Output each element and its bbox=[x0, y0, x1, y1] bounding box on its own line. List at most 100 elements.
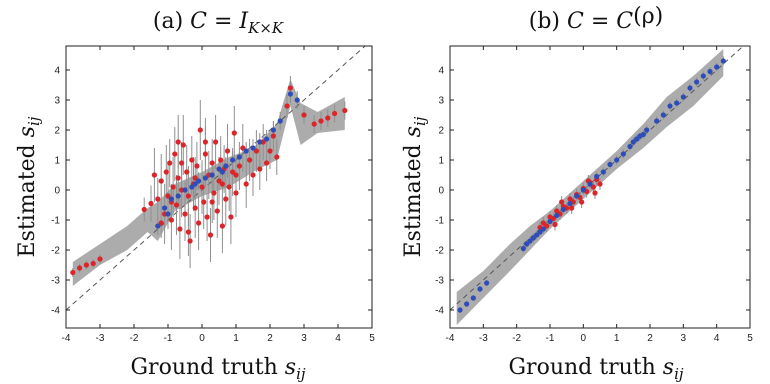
panel-a-point-red-40 bbox=[213, 139, 219, 145]
panel-b-point-blue-31 bbox=[660, 112, 666, 118]
panel-a-point-red-34 bbox=[202, 151, 208, 157]
panel-a-point-blue-10 bbox=[223, 163, 229, 169]
panel-b-point-blue-20 bbox=[600, 169, 606, 175]
panel-a-point-red-32 bbox=[199, 184, 205, 190]
panel-a-title: (a) C = IK×K bbox=[153, 9, 284, 37]
panel-a-point-blue-3 bbox=[175, 193, 181, 199]
panel-b-point-red-5 bbox=[554, 208, 560, 214]
panel-b-point-blue-35 bbox=[687, 85, 693, 91]
panel-b-identity-line bbox=[450, 46, 744, 311]
panel-b-point-red-23 bbox=[579, 199, 585, 205]
panel-a-point-red-2 bbox=[83, 262, 89, 268]
panel-a-ytick-label-4: 0 bbox=[54, 186, 60, 197]
panel-b-ylabel: Estimated sij bbox=[401, 116, 429, 257]
panel-a-ytick-label-2: -2 bbox=[51, 246, 60, 257]
panel-a-ytick-label-0: -4 bbox=[51, 306, 60, 317]
panel-b-ytick-label-7: 3 bbox=[438, 96, 444, 107]
panel-a-point-blue-21 bbox=[165, 211, 171, 217]
panel-a-xtick-label-5: 1 bbox=[233, 333, 239, 344]
panel-b-ytick-label-2: -2 bbox=[435, 246, 444, 257]
panel-a-point-blue-14 bbox=[250, 145, 256, 151]
panel-a-point-red-51 bbox=[231, 130, 237, 136]
panel-a-point-red-74 bbox=[175, 139, 181, 145]
panel-b-plot-area: -4 -3 -2 -1 0 1 2 3 4 5 -4 -3 -2 -1 0 1 2 3 4 bbox=[435, 45, 753, 344]
panel-a-point-red-50 bbox=[230, 169, 236, 175]
panel-a-point-red-35 bbox=[204, 214, 210, 220]
panel-b-point-blue-9 bbox=[534, 232, 540, 238]
panel-a-point-blue-15 bbox=[257, 139, 263, 145]
panel-b-title: (b) C = C(ρ) bbox=[529, 4, 663, 34]
panel-b-point-red-20 bbox=[569, 205, 575, 211]
panel-b-point-blue-19 bbox=[594, 173, 600, 180]
panel-a-point-red-42 bbox=[216, 178, 222, 184]
panel-a-ytick-label-1: -3 bbox=[51, 276, 60, 287]
panel-a-point-red-79 bbox=[318, 118, 324, 124]
panel-b-point-blue-10 bbox=[537, 229, 543, 235]
panel-a-plot-content bbox=[66, 46, 366, 311]
panel-a-point-blue-7 bbox=[202, 175, 208, 181]
panel-a-point-red-29 bbox=[194, 163, 200, 169]
panel-b-point-blue-24 bbox=[627, 143, 633, 150]
panel-b-xtick-label-1: -3 bbox=[479, 333, 488, 344]
panel-b-point-blue-39 bbox=[714, 64, 720, 70]
panel-a-point-blue-9 bbox=[216, 166, 222, 172]
panel-a-identity-line bbox=[66, 46, 366, 311]
panel-b-point-blue-12 bbox=[547, 218, 553, 225]
panel-a-point-red-56 bbox=[247, 157, 253, 163]
panel-b-ytick-label-8: 4 bbox=[438, 66, 444, 77]
panel-b-point-blue-38 bbox=[707, 68, 713, 75]
panel-a-point-red-0 bbox=[70, 269, 76, 276]
panel-b-point-blue-14 bbox=[560, 206, 566, 213]
panel-a-point-red-70 bbox=[219, 181, 225, 187]
panel-b-point-red-18 bbox=[597, 181, 603, 187]
panel-a-ytick-label-5: 1 bbox=[54, 156, 60, 167]
panel-b-xtick-label-3: -1 bbox=[546, 333, 555, 344]
panel-b-xtick-label-6: 2 bbox=[647, 333, 653, 344]
panel-a-point-blue-13 bbox=[243, 148, 249, 154]
panel-a-point-red-47 bbox=[224, 148, 231, 154]
panel-a-point-blue-19 bbox=[287, 91, 293, 97]
panel-b-point-blue-11 bbox=[540, 226, 546, 232]
panel-b-point-blue-36 bbox=[694, 79, 700, 85]
panel-b-ytick-label-4: 0 bbox=[438, 186, 444, 197]
panel-a-point-red-39 bbox=[211, 190, 217, 196]
panel-b-point-blue-33 bbox=[674, 100, 680, 106]
panel-a-ytick-label-8: 4 bbox=[54, 66, 60, 77]
panel-b-point-blue-13 bbox=[554, 212, 560, 219]
panel-a-point-red-18 bbox=[175, 175, 181, 181]
panel-b-point-red-2 bbox=[544, 223, 550, 229]
panel-a-xlabel: Ground truth sij bbox=[130, 355, 305, 383]
panel-a-point-red-24 bbox=[185, 193, 191, 199]
panel-a-point-red-23 bbox=[184, 169, 190, 175]
panel-b-xtick-label-9: 5 bbox=[747, 333, 753, 344]
panel-b-point-blue-28 bbox=[640, 131, 646, 138]
panel-a-point-red-71 bbox=[233, 172, 239, 178]
panel-a-point-red-82 bbox=[342, 107, 348, 114]
panel-b-xtick-label-8: 4 bbox=[714, 333, 720, 344]
panel-a-point-red-7 bbox=[151, 172, 157, 178]
panel-a-point-blue-6 bbox=[196, 178, 202, 184]
panel-a-point-red-21 bbox=[180, 142, 186, 148]
panel-a-point-red-19 bbox=[177, 226, 183, 232]
panel-b-ytick-label-6: 2 bbox=[438, 126, 444, 137]
panel-a-point-red-53 bbox=[236, 163, 242, 169]
panel-b-point-red-22 bbox=[552, 221, 558, 228]
panel-a-point-red-11 bbox=[163, 169, 169, 175]
panel-a-ytick-label-7: 3 bbox=[54, 96, 60, 107]
panel-a-point-red-33 bbox=[201, 199, 207, 205]
panel-a-point-red-75 bbox=[284, 103, 290, 109]
panel-a-point-red-58 bbox=[253, 148, 259, 154]
panel-a-point-red-49 bbox=[228, 214, 234, 220]
panel-a-point-red-78 bbox=[311, 121, 317, 127]
panel-a-point-blue-17 bbox=[270, 127, 276, 133]
panel-a-point-red-69 bbox=[209, 199, 215, 205]
panel-a-point-red-30 bbox=[196, 220, 202, 226]
panel-a-xtick-label-0: -4 bbox=[62, 333, 71, 344]
panel-a-point-blue-11 bbox=[230, 157, 236, 163]
panel-a-point-red-6 bbox=[148, 200, 154, 207]
panel-a-point-red-43 bbox=[218, 157, 224, 163]
panel-b-point-blue-18 bbox=[587, 181, 593, 187]
panel-b-point-blue-40 bbox=[720, 58, 726, 64]
panel-a-point-red-28 bbox=[192, 205, 198, 211]
panel-b-xtick-label-7: 3 bbox=[681, 333, 687, 344]
